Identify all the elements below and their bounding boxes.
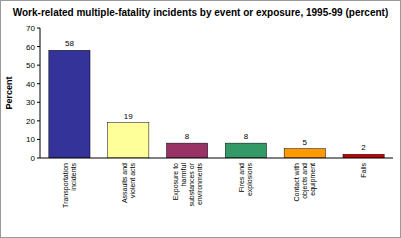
bar <box>284 149 325 158</box>
title: Work-related multiple-fatality incidents… <box>13 7 388 18</box>
y-tick-label: 30 <box>26 98 35 107</box>
x-tick-label: Contact withobjects andequipment <box>293 163 317 202</box>
outer-border <box>1 1 401 238</box>
x-tick-label-line: Contact with <box>293 163 300 202</box>
x-axis <box>40 158 393 159</box>
y-tick-label: 70 <box>26 24 35 33</box>
x-tick-label-line: objects and <box>301 163 309 199</box>
chart-root: Work-related multiple-fatality incidents… <box>0 0 401 238</box>
y-tick-label: 10 <box>26 135 35 144</box>
bars <box>49 50 384 158</box>
bar <box>343 154 384 158</box>
x-tick-label-line: harmful <box>180 163 187 187</box>
y-tick-label: 20 <box>26 117 35 126</box>
x-tick-label-line: incidents <box>70 163 77 191</box>
x-tick-label-line: Fires and <box>238 163 245 192</box>
x-tick-label-line: Assaults and <box>121 163 128 203</box>
bar <box>225 143 266 158</box>
data-label: 8 <box>185 132 190 141</box>
x-tick-label-line: Falls <box>360 163 367 178</box>
data-label: 19 <box>124 112 133 121</box>
x-tick-label: Assaults andviolent acts <box>121 163 136 204</box>
x-tick-label: Exposure toharmfulsubstances orenvironme… <box>172 162 203 206</box>
y-tick-label: 60 <box>26 43 35 52</box>
data-label: 2 <box>361 143 366 152</box>
bar <box>108 123 149 158</box>
data-label: 58 <box>65 39 74 48</box>
y-tick-label: 50 <box>26 61 35 70</box>
data-label: 5 <box>303 138 308 147</box>
x-tick-label-line: Exposure to <box>172 163 180 200</box>
x-tick-label-line: violent acts <box>129 163 136 199</box>
x-tick-label: Falls <box>360 163 367 178</box>
bar <box>49 50 90 158</box>
y-tick-label: 40 <box>26 80 35 89</box>
x-tick-label-line: substances or <box>188 162 195 206</box>
chart-svg: Work-related multiple-fatality incidents… <box>0 0 401 238</box>
x-tick-label: Transportationincidents <box>62 163 77 208</box>
x-tick-label-line: explosions <box>246 163 254 197</box>
data-label: 8 <box>244 132 249 141</box>
x-tick-label-line: equipment <box>309 163 317 196</box>
y-axis-label: Percent <box>4 76 14 109</box>
x-tick-label: Fires andexplosions <box>238 163 254 197</box>
y-tick-label: 0 <box>31 154 36 163</box>
bar <box>166 143 207 158</box>
x-tick-label-line: environments <box>196 163 203 206</box>
y-axis <box>40 28 41 158</box>
x-tick-label-line: Transportation <box>62 163 70 208</box>
